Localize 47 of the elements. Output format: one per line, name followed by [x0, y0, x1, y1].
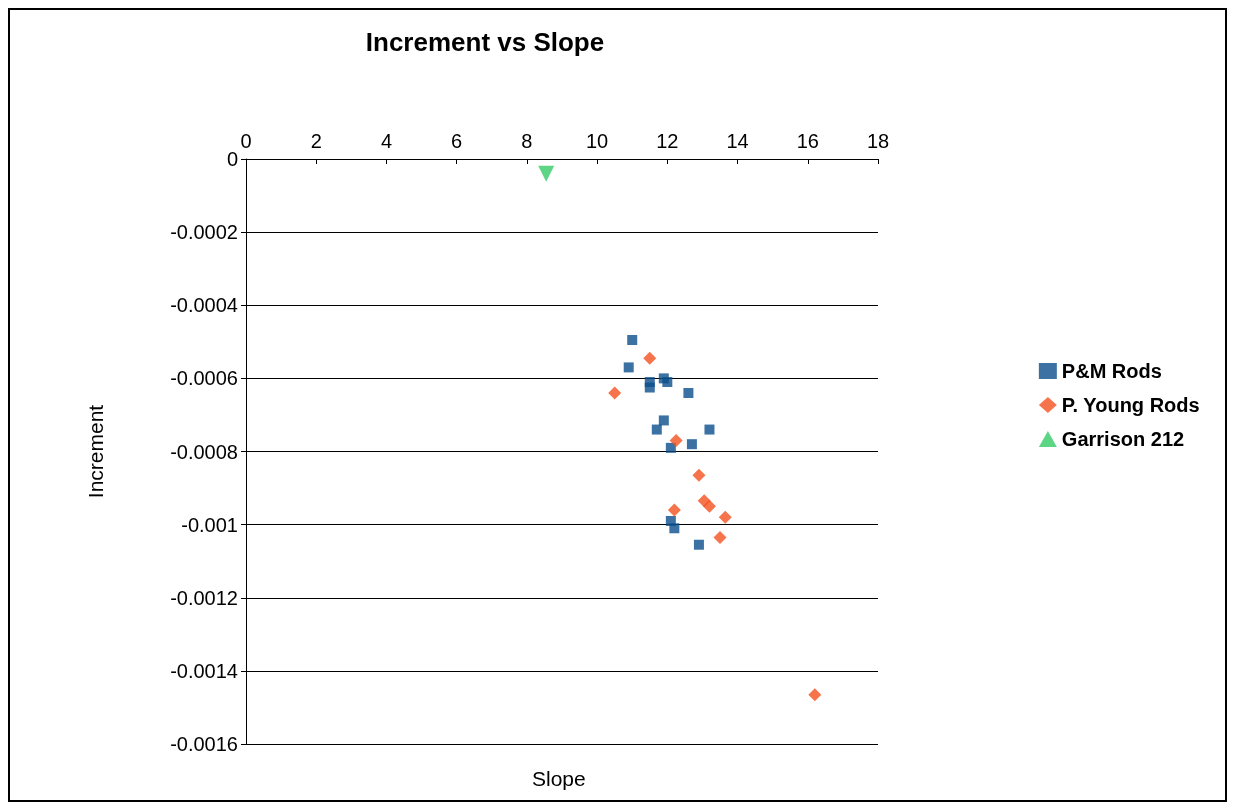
point [669, 523, 680, 534]
point [538, 165, 555, 182]
point [643, 351, 657, 365]
x-tick-label: 16 [796, 130, 819, 152]
point [667, 503, 681, 517]
y-tick-label: -0.0012 [170, 586, 238, 609]
x-tick-label: 0 [240, 130, 252, 152]
point [651, 424, 662, 435]
x-tick-label: 18 [866, 130, 890, 152]
point [692, 468, 706, 482]
y-axis-title: Increment [84, 404, 107, 499]
y-tick-label: -0.0016 [170, 733, 238, 755]
point [704, 424, 715, 435]
point [718, 510, 732, 524]
point [693, 539, 704, 550]
y-tick-label: 0 [226, 148, 238, 170]
legend-label: P. Young Rods [1061, 394, 1200, 416]
x-tick-label: 12 [656, 130, 679, 152]
chart-title: Increment vs Slope [365, 27, 605, 57]
x-tick-label: 6 [451, 130, 463, 152]
point [713, 530, 727, 544]
point [665, 442, 676, 453]
point [658, 415, 669, 426]
y-tick-label: -0.0014 [170, 659, 238, 682]
point [662, 377, 673, 388]
point [683, 388, 694, 398]
legend-label: P&M Rods [1061, 360, 1162, 382]
y-tick-label: -0.001 [181, 513, 238, 536]
legend-label: Garrison 212 [1061, 428, 1185, 450]
x-tick-label: 14 [726, 130, 749, 152]
x-tick-label: 8 [521, 130, 533, 152]
point [702, 499, 716, 513]
x-tick-label: 10 [585, 130, 609, 152]
y-tick-label: -0.0006 [170, 367, 238, 390]
x-tick-label: 4 [380, 130, 393, 152]
point [608, 386, 622, 400]
x-tick-label: 2 [310, 130, 322, 152]
point [808, 688, 822, 702]
point [686, 439, 697, 450]
x-axis-title: Slope [532, 767, 586, 790]
y-tick-label: -0.0002 [170, 221, 238, 244]
point [623, 362, 634, 373]
point [669, 434, 683, 448]
y-tick-label: -0.0008 [170, 440, 238, 463]
point [627, 334, 638, 345]
y-tick-label: -0.0004 [170, 294, 238, 317]
point [644, 382, 655, 393]
